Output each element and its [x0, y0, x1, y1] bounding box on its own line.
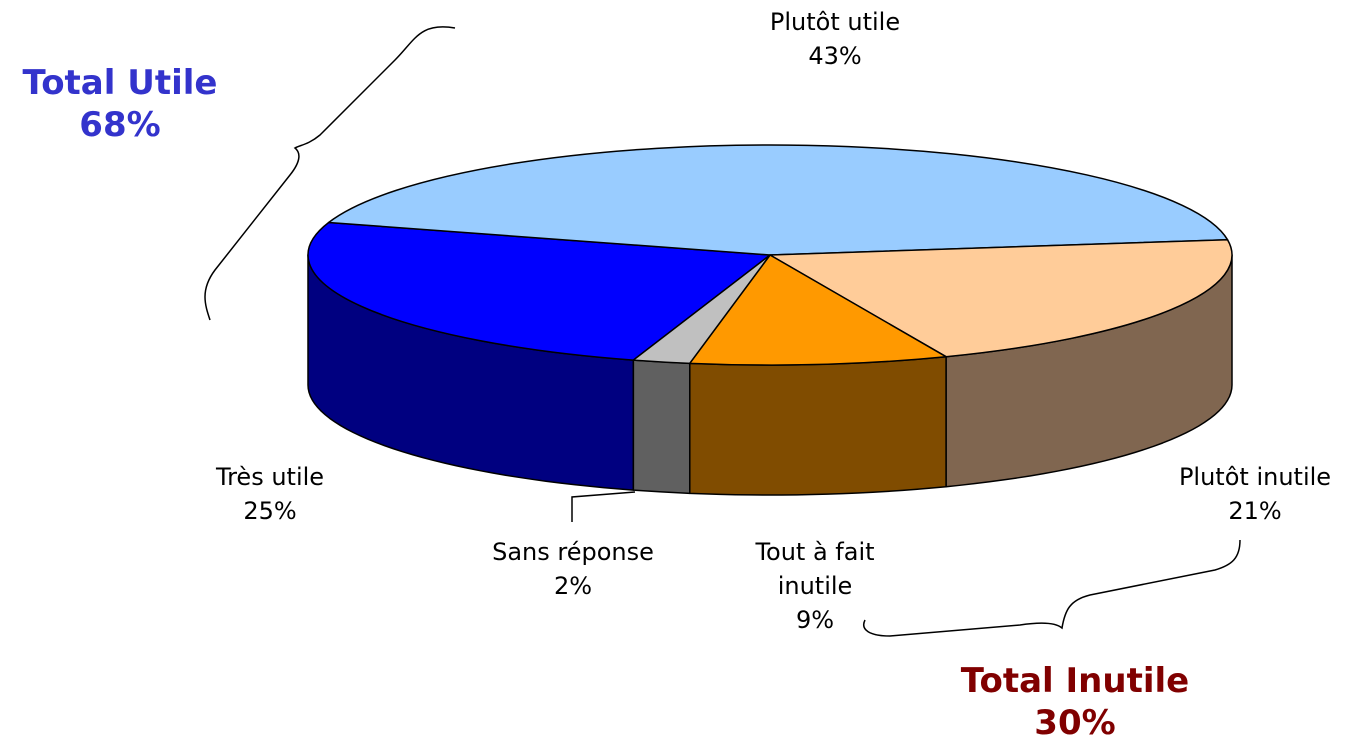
- annotation: Total Inutile 30%: [961, 660, 1189, 744]
- data-label: Très utile 25%: [216, 460, 324, 528]
- data-label: Plutôt utile 43%: [770, 5, 900, 73]
- leader-line: [571, 491, 636, 522]
- slice: [327, 144, 1229, 256]
- bracket-inutile: [863, 539, 1241, 637]
- slice-side: [689, 355, 947, 496]
- slice: [632, 254, 771, 365]
- value-label: 2%: [553, 572, 593, 600]
- slice: [307, 221, 771, 361]
- value-label: 43%: [808, 42, 862, 70]
- annotation-value: 30%: [1034, 703, 1116, 743]
- annotation-text: Total Utile: [22, 63, 218, 103]
- category-label: Très utile: [215, 463, 325, 491]
- slice: [769, 238, 1233, 358]
- bracket-utile: [204, 26, 456, 321]
- data-label: Sans réponse 2%: [492, 535, 654, 603]
- category-label: Sans réponse: [492, 538, 654, 566]
- annotation-text: Total Inutile: [960, 661, 1190, 701]
- category-label: Plutôt inutile: [1178, 463, 1332, 491]
- annotation: Total Utile 68%: [23, 62, 218, 146]
- category-label: Plutôt utile: [769, 8, 901, 36]
- category-label: Tout à fait inutile: [755, 538, 875, 600]
- data-label: Tout à fait inutile 9%: [735, 535, 895, 637]
- value-label: 9%: [795, 606, 835, 634]
- annotation-value: 68%: [79, 105, 161, 145]
- value-label: 25%: [243, 497, 297, 525]
- value-label: 21%: [1228, 497, 1282, 525]
- slice-side: [632, 359, 691, 495]
- data-label: Plutôt inutile 21%: [1179, 460, 1331, 528]
- slice: [689, 254, 947, 366]
